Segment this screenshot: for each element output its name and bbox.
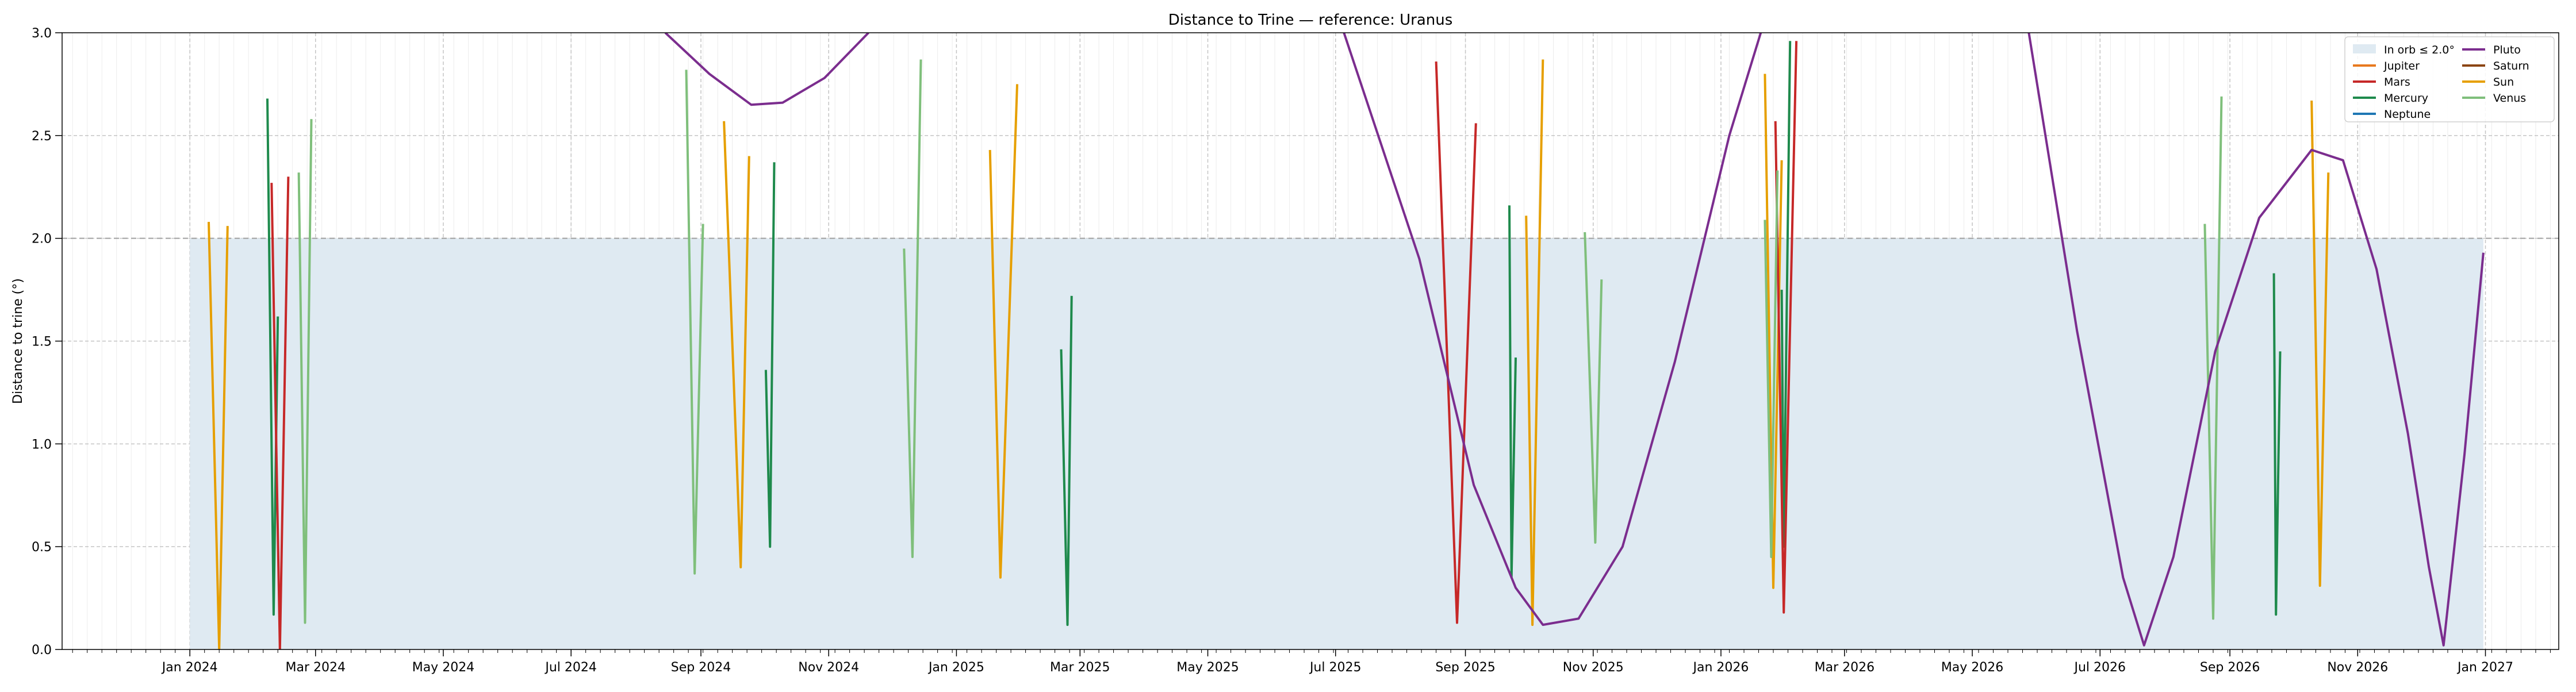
legend: In orb ≤ 2.0° Jupiter Mars Mercury Neptune Pl…	[2344, 36, 2555, 122]
y-axis-label: Distance to trine (°)	[11, 278, 25, 404]
x-tick-label: Jan 2026	[1692, 660, 1749, 675]
series-line-mars	[1435, 61, 1477, 624]
y-tick-label: 1.0	[32, 437, 52, 452]
series-line-sun	[988, 84, 1018, 579]
orb-band	[62, 237, 2559, 650]
y-tick-label: 3.0	[32, 26, 52, 41]
series-lines	[208, 33, 2485, 649]
series-line-sun	[2310, 100, 2330, 587]
legend-label: Venus	[2493, 92, 2526, 105]
series-line-mars	[270, 176, 290, 649]
series-line-venus	[1764, 170, 1779, 558]
legend-label: Saturn	[2493, 60, 2529, 72]
legend-box	[2344, 36, 2555, 122]
series-line-sun	[208, 222, 229, 649]
orb-band-area	[190, 238, 2483, 650]
axis-ticks: Jan 2024 Mar 2024 May 2024 Jul 2024 Sep 2024…	[32, 26, 2551, 675]
legend-label: Mars	[2384, 76, 2410, 89]
x-tick-label: Nov 2025	[1563, 660, 1624, 675]
series-line-mercury	[2272, 273, 2282, 616]
x-tick-label: Mar 2025	[1050, 660, 1110, 675]
series-line-sun	[723, 121, 750, 568]
y-tick-label: 1.5	[32, 335, 52, 349]
y-tick-label: 0.0	[32, 643, 52, 658]
y-tick-label: 2.0	[32, 232, 52, 247]
legend-label: In orb ≤ 2.0°	[2384, 44, 2455, 56]
x-tick-label: Jan 2027	[2456, 660, 2513, 675]
legend-swatch	[2353, 44, 2376, 53]
series-line-pluto	[664, 33, 869, 106]
series-line-venus	[685, 70, 704, 575]
series-line-pluto	[2027, 33, 2485, 647]
x-tick-label: May 2024	[412, 660, 474, 675]
x-tick-label: Jul 2025	[1309, 660, 1362, 675]
series-line-mercury	[764, 162, 776, 548]
x-tick-label: Jul 2024	[544, 660, 597, 675]
x-tick-label: Nov 2024	[798, 660, 859, 675]
y-tick-label: 0.5	[32, 540, 52, 555]
legend-label: Jupiter	[2383, 60, 2420, 72]
series-line-sun	[1525, 59, 1544, 626]
x-tick-label: Jan 2025	[927, 660, 984, 675]
legend-label: Sun	[2493, 76, 2514, 89]
x-tick-label: Mar 2026	[1815, 660, 1875, 675]
series-line-mars	[1774, 41, 1798, 614]
y-tick-label: 2.5	[32, 129, 52, 144]
x-tick-label: Sep 2026	[2200, 660, 2260, 675]
series-line-venus	[297, 119, 313, 624]
legend-label: Neptune	[2384, 108, 2431, 121]
x-tick-label: May 2026	[1941, 660, 2003, 675]
series-line-venus	[2203, 96, 2223, 620]
legend-label: Mercury	[2384, 92, 2428, 105]
x-tick-label: Mar 2024	[286, 660, 346, 675]
x-tick-label: May 2025	[1176, 660, 1239, 675]
series-line-mercury	[1060, 295, 1073, 626]
x-tick-label: Sep 2025	[1435, 660, 1495, 675]
x-tick-label: Sep 2024	[671, 660, 731, 675]
x-tick-label: Jul 2026	[2073, 660, 2126, 675]
chart-title: Distance to Trine — reference: Uranus	[1168, 11, 1453, 29]
series-line-venus	[1584, 232, 1603, 544]
series-line-venus	[903, 59, 922, 558]
x-tick-label: Jan 2024	[161, 660, 218, 675]
legend-label: Pluto	[2493, 44, 2521, 56]
series-line-pluto	[1343, 33, 1762, 626]
x-tick-label: Nov 2026	[2327, 660, 2388, 675]
